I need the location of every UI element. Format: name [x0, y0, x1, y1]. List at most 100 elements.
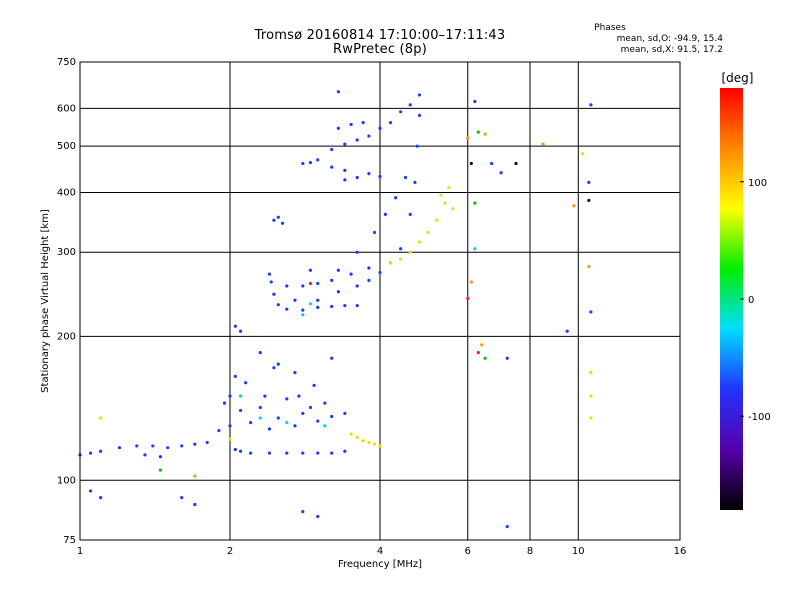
- data-point-blue: [349, 122, 353, 127]
- data-point-yellow: [361, 439, 365, 443]
- data-point-blue: [378, 174, 382, 179]
- data-point-blue: [589, 310, 593, 314]
- data-point-cyan: [473, 247, 477, 251]
- data-point-yellow: [228, 437, 232, 441]
- data-point-blue: [383, 212, 387, 216]
- x-tick-label: 2: [227, 546, 233, 557]
- x-axis-ticks: 1 2 4 6 8 10 16: [77, 546, 687, 557]
- data-point-blue: [367, 134, 371, 138]
- x-tick-label: 16: [674, 546, 687, 557]
- data-point-blue: [297, 394, 301, 398]
- data-point-blue: [403, 175, 408, 180]
- data-point-blue: [258, 405, 262, 410]
- data-point-blue: [413, 180, 417, 184]
- grid-lines: [80, 62, 680, 540]
- y-tick-label: 200: [57, 331, 76, 342]
- data-point-yellow: [589, 370, 593, 375]
- data-point-blue: [267, 272, 272, 276]
- data-point-yellow: [372, 442, 377, 446]
- data-point-blue: [272, 366, 276, 370]
- data-point-blue: [330, 451, 334, 455]
- chart-subtitle: RwPretec (8p): [333, 42, 427, 57]
- data-point-blue: [285, 397, 289, 401]
- data-point-blue: [249, 451, 253, 455]
- data-point-blue: [343, 178, 347, 182]
- y-tick-label: 600: [57, 103, 76, 114]
- data-point-yellow: [451, 207, 455, 211]
- y-tick-label: 750: [57, 57, 76, 68]
- x-tick-label: 10: [572, 546, 585, 557]
- data-point-yellow: [580, 152, 585, 156]
- data-point-blue: [88, 489, 93, 493]
- data-point-blue: [316, 281, 320, 286]
- data-point-blue: [505, 525, 509, 529]
- data-point-blue: [193, 502, 197, 507]
- data-point-blue: [343, 449, 347, 453]
- data-point-yellow: [417, 240, 422, 244]
- data-point-red: [476, 350, 480, 355]
- data-point-blue: [180, 495, 184, 500]
- data-point-blue: [88, 451, 93, 455]
- data-point-orange: [480, 343, 484, 347]
- data-point-blue: [361, 121, 365, 125]
- data-point-yellow: [447, 185, 451, 189]
- data-point-yellow: [439, 193, 443, 197]
- data-point-blue: [233, 447, 237, 452]
- data-point-blue: [293, 424, 297, 428]
- phases-x-stats: mean, sd,X: 91.5, 17.2: [620, 45, 723, 55]
- data-point-blue: [336, 126, 340, 130]
- data-point-blue: [399, 247, 403, 251]
- data-point-yellow: [589, 394, 593, 398]
- x-tick-label: 6: [465, 546, 471, 557]
- data-point-blue: [355, 284, 359, 288]
- data-point-blue: [238, 329, 243, 333]
- data-point-blue: [285, 451, 289, 455]
- data-point-yellow: [355, 435, 359, 439]
- data-point-yellow: [399, 257, 403, 261]
- data-point-blue: [228, 424, 232, 428]
- colorbar: [720, 88, 743, 510]
- data-point-blue: [193, 442, 197, 446]
- data-point-blue: [238, 408, 243, 413]
- data-point-blue: [308, 405, 313, 410]
- data-point-blue: [408, 103, 412, 107]
- data-point-orange: [587, 264, 591, 269]
- data-point-blue: [336, 90, 340, 94]
- x-tick-label: 8: [527, 546, 533, 557]
- data-point-blue: [276, 303, 280, 307]
- data-point-blue: [316, 298, 320, 302]
- y-tick-label: 75: [63, 535, 76, 546]
- phases-heading: Phases: [594, 23, 626, 33]
- y-axis-ticks: 75 100 200 300 400 500 600 750: [57, 57, 76, 546]
- data-point-yellow: [349, 432, 353, 436]
- data-point-blue: [180, 444, 184, 448]
- data-point-orange: [466, 136, 470, 140]
- data-point-blue: [330, 165, 334, 169]
- data-point-cyan: [301, 313, 305, 317]
- data-point-blue: [388, 121, 393, 125]
- data-point-yellow: [367, 440, 371, 445]
- data-point-blue: [312, 383, 316, 387]
- data-point-blue: [316, 305, 320, 309]
- data-point-blue: [330, 278, 334, 282]
- data-point-blue: [301, 451, 305, 455]
- data-point-blue: [343, 303, 347, 308]
- data-point-blue: [228, 394, 232, 398]
- x-axis-label: Frequency [MHz]: [338, 559, 422, 570]
- data-point-blue: [378, 270, 382, 275]
- data-point-blue: [336, 268, 340, 272]
- data-point-blue: [205, 440, 209, 445]
- data-point-blue: [316, 514, 320, 519]
- data-point-green: [476, 130, 480, 134]
- data-point-blue: [499, 171, 503, 175]
- data-point-green: [473, 201, 477, 205]
- data-point-blue: [276, 215, 280, 219]
- data-point-blue: [151, 444, 155, 448]
- data-point-yellow: [443, 201, 447, 205]
- data-point-blue: [372, 230, 377, 235]
- data-point-orange: [483, 132, 487, 136]
- data-point-black: [587, 198, 591, 203]
- data-point-blue: [166, 446, 170, 450]
- y-tick-label: 300: [57, 247, 76, 258]
